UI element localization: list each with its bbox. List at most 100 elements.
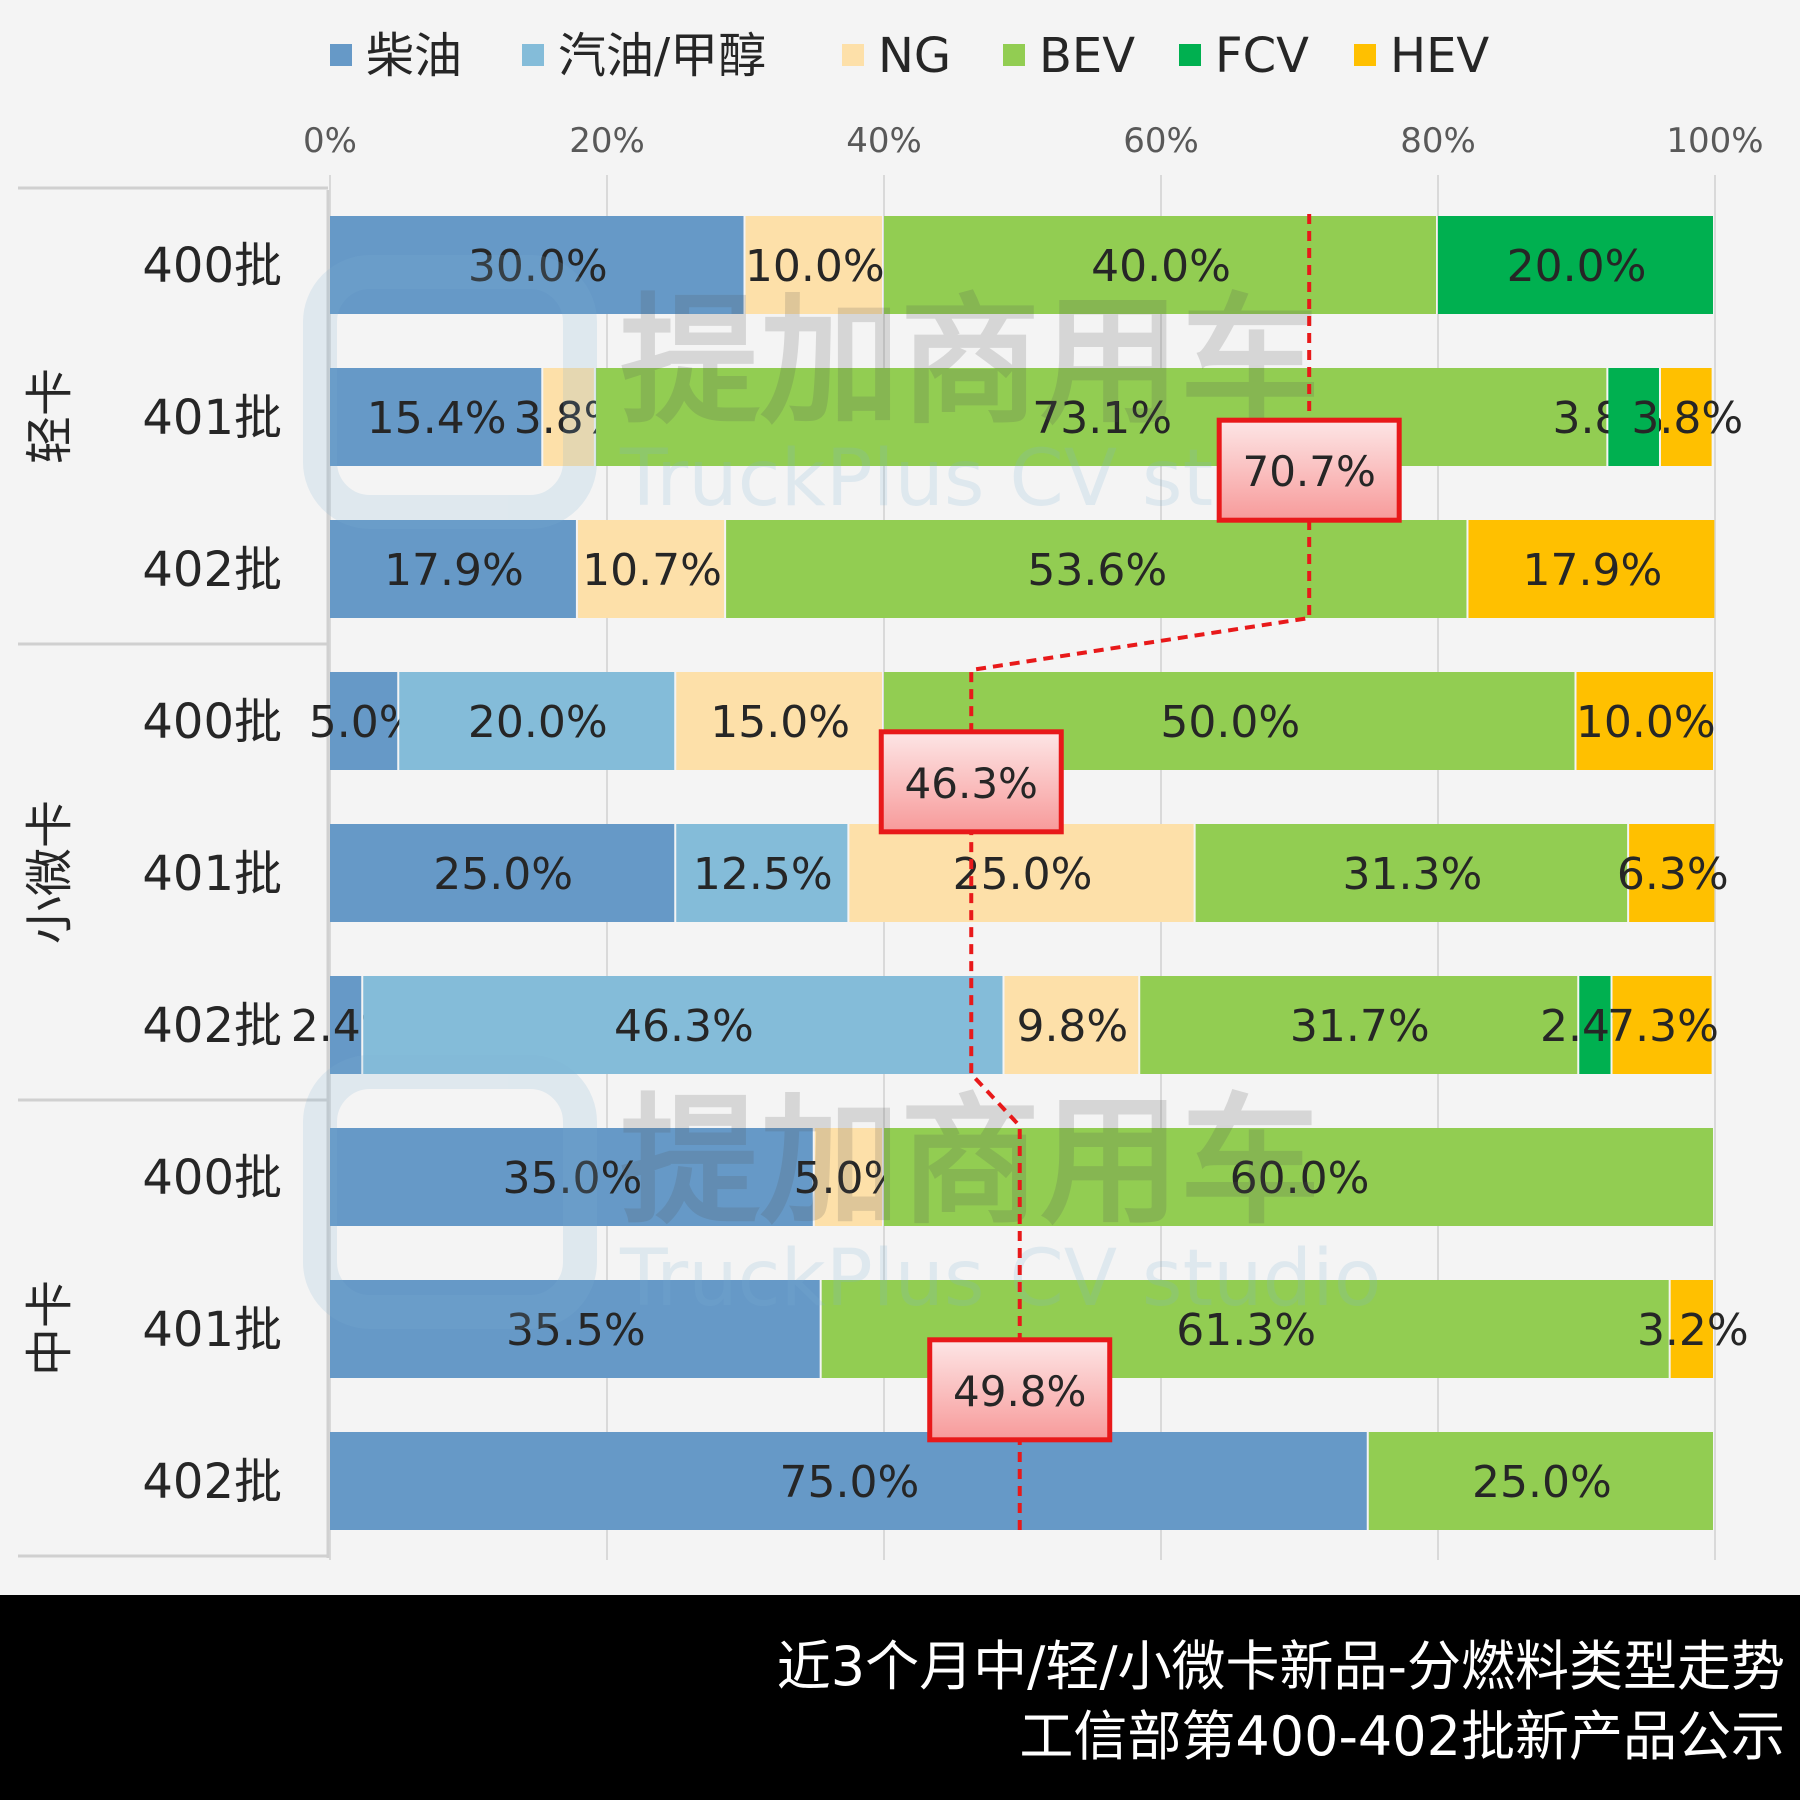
data-label: 31.3% <box>1342 849 1482 900</box>
legend-label: 汽油/甲醇 <box>558 28 766 84</box>
bar-segment <box>399 672 675 770</box>
data-label: 6.3% <box>1617 849 1729 900</box>
data-label: 61.3% <box>1176 1305 1316 1356</box>
legend-swatch <box>330 44 352 66</box>
data-label: 20.0% <box>468 697 608 748</box>
annotation-label: 70.7% <box>1242 447 1375 496</box>
watermark-cn-2: 提加商用车 <box>620 1081 1320 1244</box>
legend-swatch <box>1179 44 1201 66</box>
bar-segment <box>1629 824 1715 922</box>
annotation-box <box>878 729 1064 835</box>
watermark-logo-1 <box>303 255 597 529</box>
watermark-logo-2 <box>303 1055 597 1329</box>
data-label: 15.4% <box>367 393 507 444</box>
legend-label: BEV <box>1039 28 1135 84</box>
data-label: 46.3% <box>614 1001 754 1052</box>
bar-segment <box>1140 976 1578 1074</box>
data-label: 15.0% <box>710 697 850 748</box>
bar-segment <box>330 976 362 1074</box>
data-label: 10.0% <box>1576 697 1716 748</box>
bar-segment <box>330 368 542 466</box>
x-tick-label: 80% <box>1400 121 1476 161</box>
data-label: 7.3% <box>1607 1001 1719 1052</box>
bar-segment <box>814 1128 882 1226</box>
row-label: 402批 <box>142 542 282 598</box>
data-label: 31.7% <box>1290 1001 1430 1052</box>
bar-segment <box>884 216 1436 314</box>
footer-background <box>0 1595 1800 1800</box>
bar-segment <box>330 216 744 314</box>
data-label: 17.9% <box>1523 545 1663 596</box>
bar-segment <box>577 520 725 618</box>
bar-segment <box>543 368 594 466</box>
data-label: 53.6% <box>1027 545 1167 596</box>
watermark: 提加商用车 TruckPlus CV studio 提加商用车 TruckPlu… <box>303 255 1382 1329</box>
data-label: 10.0% <box>745 241 885 292</box>
data-label: 30.0% <box>468 241 608 292</box>
watermark-cn-1: 提加商用车 <box>620 281 1320 444</box>
legend-swatch <box>522 44 544 66</box>
legend-label: 柴油 <box>366 28 462 84</box>
row-label: 400批 <box>142 238 282 294</box>
row-label: 401批 <box>142 1302 282 1358</box>
group-label: 中卡 <box>22 1280 78 1376</box>
data-label: 3.8% <box>1631 393 1743 444</box>
x-tick-label: 40% <box>846 121 922 161</box>
bar-segment <box>726 520 1467 618</box>
data-label: 12.5% <box>693 849 833 900</box>
data-label: 35.5% <box>506 1305 646 1356</box>
watermark-en-2: TruckPlus CV studio <box>619 1234 1382 1324</box>
row-label: 400批 <box>142 694 282 750</box>
bar-segment <box>676 672 882 770</box>
group-label: 轻卡 <box>22 368 78 464</box>
row-label: 402批 <box>142 1454 282 1510</box>
bar-segment <box>1195 824 1628 922</box>
footer-line-1: 近3个月中/轻/小微卡新品-分燃料类型走势 <box>777 1635 1785 1698</box>
bar-segment <box>1576 672 1713 770</box>
bar-segment <box>1579 976 1611 1074</box>
annotations: 70.7% 46.3% 49.8% <box>878 214 1402 1532</box>
footer-line-2: 工信部第400-402批新产品公示 <box>1019 1705 1785 1768</box>
data-label: 35.0% <box>502 1153 642 1204</box>
x-tick-label: 60% <box>1123 121 1199 161</box>
annotation-label: 49.8% <box>953 1367 1086 1416</box>
bar-segment <box>363 976 1003 1074</box>
legend-label: FCV <box>1215 28 1309 84</box>
legend: 柴油 汽油/甲醇 NG BEV FCV HEV <box>330 28 1489 84</box>
bar-segment <box>1608 368 1659 466</box>
bar-segment <box>330 824 675 922</box>
bar-segment <box>1612 976 1712 1074</box>
bar-segment <box>745 216 882 314</box>
data-label: 60.0% <box>1230 1153 1370 1204</box>
bar-segment <box>1670 1280 1713 1378</box>
data-label: 10.7% <box>582 545 722 596</box>
bar-segment <box>330 672 398 770</box>
bar-segment <box>676 824 848 922</box>
x-tick-label: 100% <box>1666 121 1763 161</box>
bar-segment <box>1468 520 1715 618</box>
legend-swatch <box>842 44 864 66</box>
bar-segment <box>849 824 1194 922</box>
x-axis-ticks: 0% 20% 40% 60% 80% 100% <box>303 121 1764 161</box>
annotation-box <box>927 1337 1113 1443</box>
data-label: 25.0% <box>433 849 573 900</box>
data-label: 3.2% <box>1637 1305 1749 1356</box>
row-label: 401批 <box>142 846 282 902</box>
data-label: 25.0% <box>953 849 1093 900</box>
bar-segment <box>1660 368 1712 466</box>
data-label: 25.0% <box>1472 1457 1612 1508</box>
legend-swatch <box>1354 44 1376 66</box>
bar-segment <box>884 1128 1713 1226</box>
data-label: 40.0% <box>1091 241 1231 292</box>
x-tick-label: 0% <box>303 121 357 161</box>
bar-segment <box>330 1432 1367 1530</box>
legend-label: HEV <box>1390 28 1489 84</box>
row-label: 400批 <box>142 1150 282 1206</box>
bar-segment <box>330 520 576 618</box>
x-tick-label: 20% <box>569 121 645 161</box>
bar-segment <box>1004 976 1139 1074</box>
data-label: 73.1% <box>1032 393 1172 444</box>
